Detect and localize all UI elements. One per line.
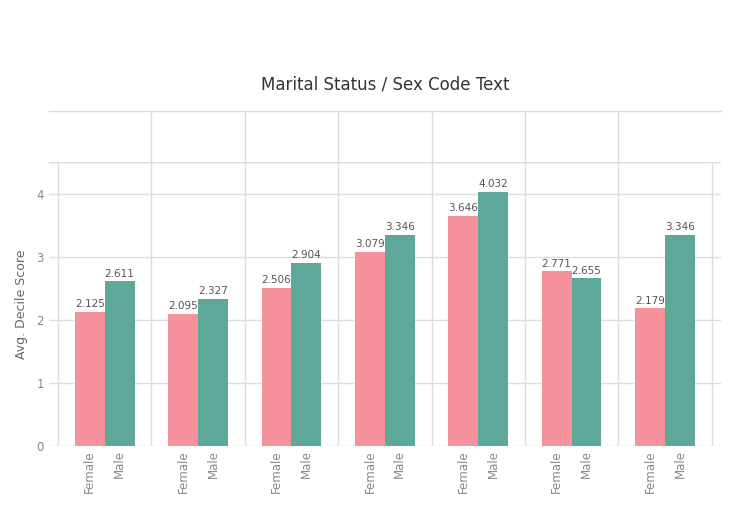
Text: 2.655: 2.655 <box>572 266 601 276</box>
Bar <box>448 216 478 446</box>
Bar <box>169 313 198 446</box>
Text: Significant
Other: Significant Other <box>352 120 418 148</box>
Bar <box>75 312 105 446</box>
Text: 3.646: 3.646 <box>448 203 478 213</box>
Y-axis label: Avg. Decile Score: Avg. Decile Score <box>15 249 28 359</box>
Text: Separated: Separated <box>259 128 324 140</box>
Text: 2.179: 2.179 <box>635 296 665 306</box>
Bar <box>665 235 695 446</box>
Text: 2.125: 2.125 <box>75 299 105 309</box>
Bar <box>198 299 228 446</box>
Bar <box>635 308 665 446</box>
Bar <box>385 235 414 446</box>
Text: Single: Single <box>459 128 498 140</box>
Text: 4.032: 4.032 <box>478 179 508 189</box>
Text: 2.611: 2.611 <box>105 269 135 278</box>
Text: 2.506: 2.506 <box>262 275 291 285</box>
Text: 2.904: 2.904 <box>291 250 322 260</box>
Bar <box>49 111 721 162</box>
Bar <box>572 278 601 446</box>
Text: 3.079: 3.079 <box>355 239 385 249</box>
Bar <box>542 271 572 446</box>
Bar <box>105 281 135 446</box>
Bar <box>261 288 291 446</box>
Text: Married: Married <box>174 128 222 140</box>
Bar <box>291 263 322 446</box>
Bar <box>355 251 385 446</box>
Text: 3.346: 3.346 <box>665 223 695 232</box>
Text: 2.095: 2.095 <box>169 301 198 311</box>
Text: Divorced: Divorced <box>77 128 132 140</box>
Text: 3.346: 3.346 <box>385 223 414 232</box>
Bar <box>478 192 508 446</box>
Text: Widowed: Widowed <box>637 128 693 140</box>
Title: Marital Status / Sex Code Text: Marital Status / Sex Code Text <box>261 76 509 94</box>
Text: Unknown: Unknown <box>542 128 601 140</box>
Text: 2.327: 2.327 <box>198 287 228 297</box>
Text: 2.771: 2.771 <box>542 259 572 269</box>
